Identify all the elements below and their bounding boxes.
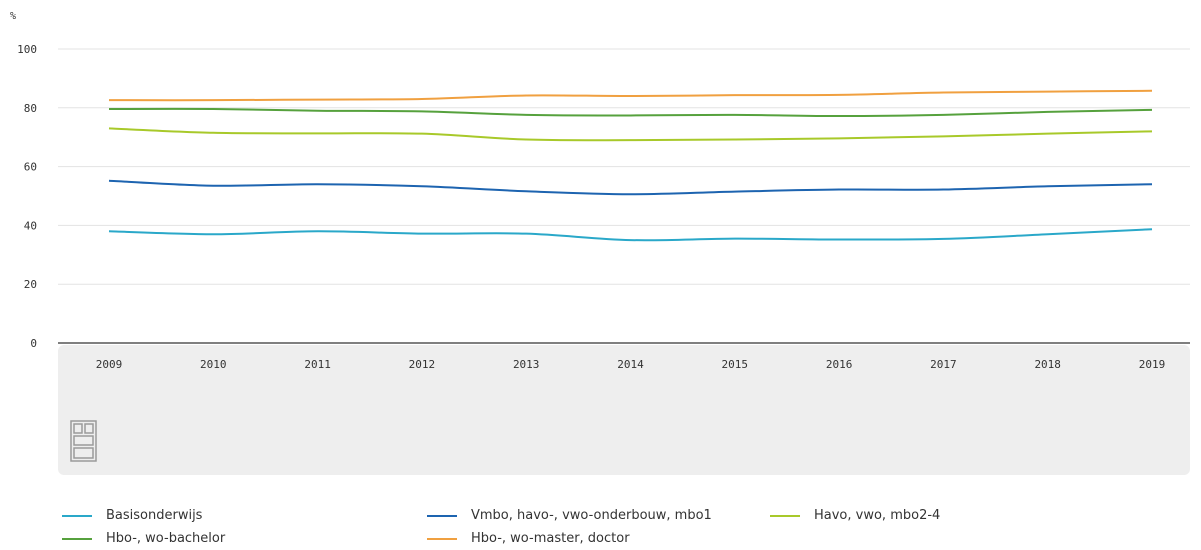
x-tick-label: 2016 bbox=[826, 358, 853, 371]
series-line-3 bbox=[108, 107, 1153, 118]
x-tick-label: 2014 bbox=[617, 358, 644, 371]
legend-swatch bbox=[427, 537, 457, 540]
series-line-1 bbox=[108, 179, 1153, 196]
series-line-2 bbox=[108, 127, 1153, 142]
x-tick-label: 2010 bbox=[200, 358, 227, 371]
y-tick-label: 80 bbox=[24, 102, 37, 115]
legend-swatch bbox=[62, 537, 92, 540]
legend-label: Vmbo, havo-, vwo-onderbouw, mbo1 bbox=[471, 508, 712, 523]
x-tick-label: 2012 bbox=[409, 358, 436, 371]
legend-swatch bbox=[427, 514, 457, 517]
plot-footer-band bbox=[58, 345, 1190, 475]
x-tick-label: 2018 bbox=[1034, 358, 1061, 371]
legend-swatch bbox=[62, 514, 92, 517]
y-tick-labels: 0 20 40 60 80 100 bbox=[17, 43, 37, 350]
legend-item[interactable]: Basisonderwijs bbox=[62, 508, 202, 523]
legend-item[interactable]: Hbo-, wo-bachelor bbox=[62, 531, 225, 546]
x-tick-label: 2019 bbox=[1139, 358, 1166, 371]
series-line-0 bbox=[108, 228, 1153, 242]
x-tick-label: 2015 bbox=[722, 358, 749, 371]
legend-item[interactable]: Vmbo, havo-, vwo-onderbouw, mbo1 bbox=[427, 508, 712, 523]
legend-label: Hbo-, wo-bachelor bbox=[106, 531, 226, 546]
y-tick-label: 100 bbox=[17, 43, 37, 56]
x-tick-label: 2009 bbox=[96, 358, 123, 371]
series-line-4 bbox=[108, 89, 1153, 102]
gridlines bbox=[58, 48, 1190, 344]
x-tick-label: 2017 bbox=[930, 358, 957, 371]
legend-label: Basisonderwijs bbox=[106, 508, 203, 523]
legend-item[interactable]: Hbo-, wo-master, doctor bbox=[427, 531, 630, 546]
legend-label: Havo, vwo, mbo2-4 bbox=[814, 508, 941, 523]
cbs-logo bbox=[70, 420, 97, 462]
x-tick-label: 2011 bbox=[304, 358, 331, 371]
y-unit-label: % bbox=[10, 11, 16, 22]
x-tick-labels: 2009 2010 2011 2012 2013 2014 2015 2016 2017 2018… bbox=[96, 358, 1166, 371]
legend-label: Hbo-, wo-master, doctor bbox=[471, 531, 630, 546]
series-lines bbox=[108, 89, 1153, 242]
y-tick-label: 60 bbox=[24, 161, 37, 174]
x-tick-label: 2013 bbox=[513, 358, 540, 371]
legend-item[interactable]: Havo, vwo, mbo2-4 bbox=[770, 508, 940, 523]
y-tick-label: 20 bbox=[24, 278, 37, 291]
legend-swatch bbox=[770, 514, 800, 517]
y-tick-label: 0 bbox=[30, 337, 37, 350]
y-tick-label: 40 bbox=[24, 219, 37, 232]
